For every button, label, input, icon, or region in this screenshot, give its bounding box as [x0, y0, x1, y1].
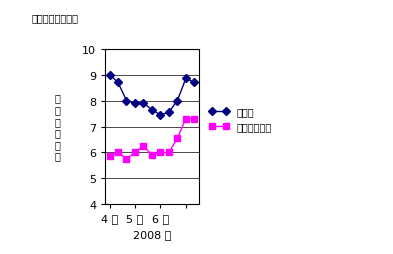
トウモロコシ — [184, 118, 188, 121]
X-axis label: 2008 年: 2008 年 — [133, 229, 171, 239]
コムギ — [141, 102, 146, 105]
トウモロコシ — [116, 151, 120, 154]
コムギ — [184, 78, 188, 81]
コムギ — [192, 82, 196, 85]
コムギ — [175, 100, 180, 103]
コムギ — [124, 100, 129, 103]
トウモロコシ — [167, 151, 171, 154]
コムギ — [116, 82, 120, 85]
コムギ — [107, 74, 112, 77]
コムギ — [167, 111, 171, 114]
トウモロコシ — [107, 155, 112, 158]
トウモロコシ — [124, 158, 129, 161]
トウモロコシ — [158, 151, 163, 154]
コムギ — [150, 109, 154, 112]
Line: コムギ: コムギ — [107, 72, 197, 118]
Text: ドル／ブッシェル: ドル／ブッシェル — [31, 13, 79, 23]
コムギ — [132, 102, 137, 105]
トウモロコシ — [150, 154, 154, 157]
トウモロコシ — [192, 118, 196, 121]
トウモロコシ — [141, 145, 146, 148]
Legend: コムギ, トウモロコシ: コムギ, トウモロコシ — [205, 103, 275, 135]
Y-axis label: 先
物
相
場
価
格: 先 物 相 場 価 格 — [54, 93, 60, 161]
コムギ — [158, 114, 163, 117]
トウモロコシ — [175, 137, 180, 140]
Line: トウモロコシ: トウモロコシ — [107, 117, 197, 162]
トウモロコシ — [132, 151, 137, 154]
